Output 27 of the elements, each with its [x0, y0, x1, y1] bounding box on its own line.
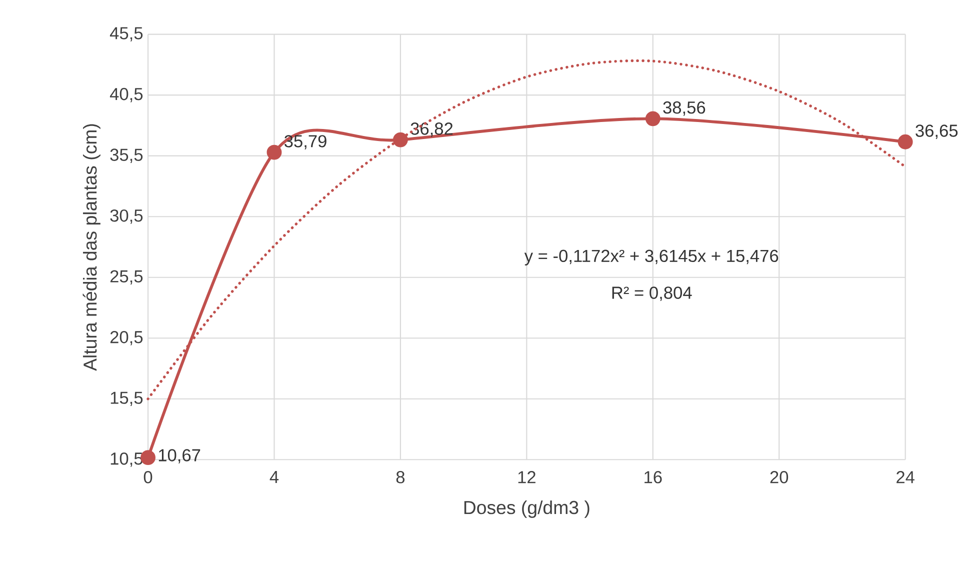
- y-tick-label: 40,5: [110, 88, 143, 102]
- x-tick-label: 8: [396, 471, 405, 484]
- y-tick-label: 30,5: [110, 209, 143, 224]
- data-label: 38,56: [663, 101, 706, 116]
- x-tick-label: 20: [770, 471, 788, 484]
- data-label: 10,67: [158, 449, 200, 464]
- point: [898, 134, 913, 150]
- y-tick-label: 45,5: [110, 27, 143, 42]
- y-tick-label: 15,5: [110, 392, 143, 406]
- point: [266, 144, 282, 160]
- data-label: 35,79: [284, 135, 326, 150]
- data-label: 36,65: [916, 124, 958, 139]
- y-tick-label: 20,5: [110, 330, 143, 346]
- y-tick-label: 10,5: [110, 452, 143, 467]
- annotation: R² = 0,804: [612, 286, 692, 301]
- x-tick-label: 16: [644, 471, 662, 484]
- y-axis-title: Altura média das plantas (cm): [82, 124, 100, 371]
- x-tick-label: 24: [896, 471, 914, 484]
- x-tick-label: 4: [270, 471, 279, 483]
- x-tick-label: 0: [144, 471, 152, 484]
- x-axis-title: Doses (g/dm3 ): [464, 500, 590, 518]
- y-tick-label: 25,5: [110, 270, 143, 285]
- point: [392, 132, 408, 148]
- annotation: y = -0,1172x² + 3,6145x + 15,476: [524, 250, 778, 266]
- x-tick-label: 12: [518, 471, 536, 484]
- y-tick-label: 35,5: [110, 148, 143, 164]
- point: [645, 111, 660, 126]
